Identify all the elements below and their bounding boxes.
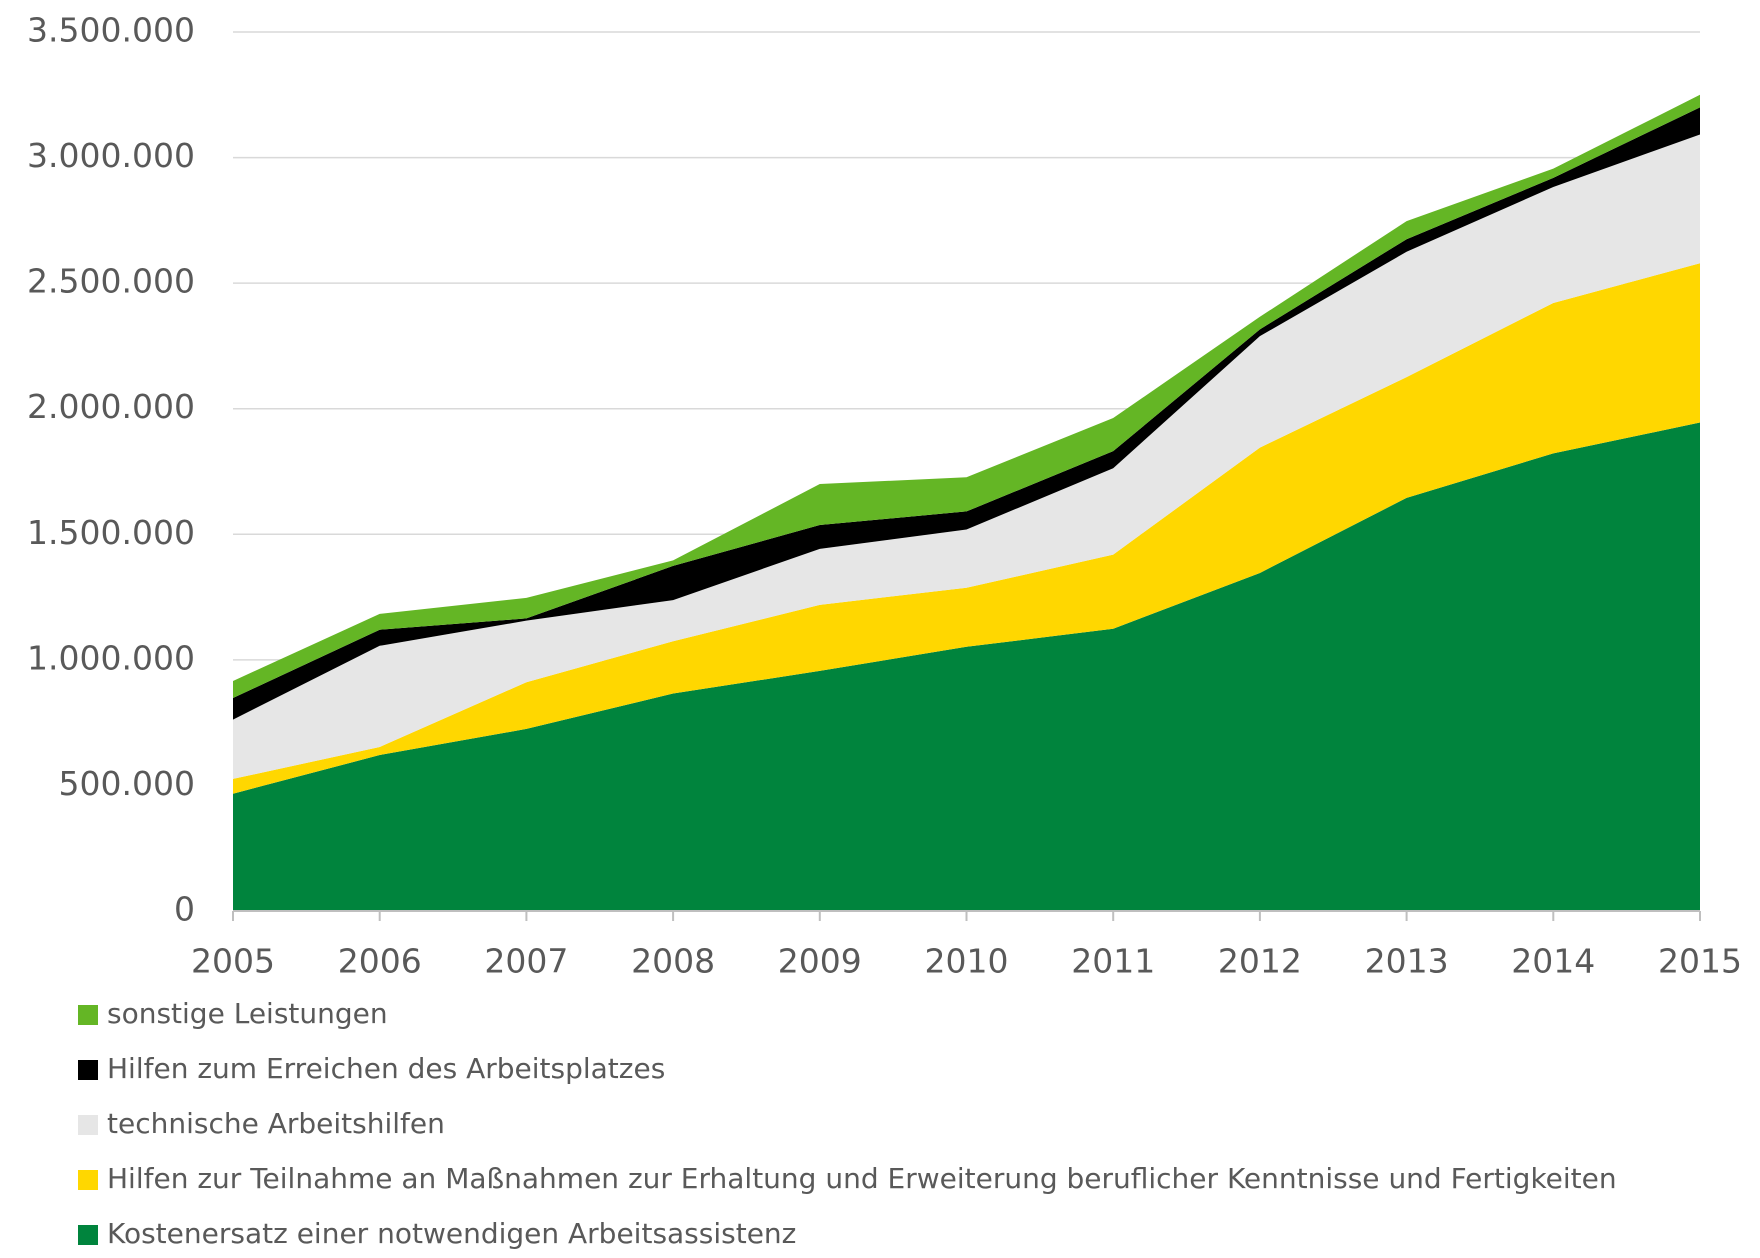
x-tick-label: 2006: [338, 942, 422, 981]
y-tick-label: 2.000.000: [27, 387, 195, 426]
legend-label: Hilfen zur Teilnahme an Maßnahmen zur Er…: [107, 1162, 1617, 1195]
legend-swatch: [78, 1005, 98, 1025]
y-tick-label: 1.000.000: [27, 638, 195, 677]
area: [233, 263, 1700, 794]
x-tick-label: 2010: [925, 942, 1009, 981]
y-tick-label: 3.500.000: [27, 11, 195, 50]
legend-swatch: [78, 1060, 98, 1080]
x-tick-label: 2014: [1511, 942, 1595, 981]
x-tick-label: 2012: [1218, 942, 1302, 981]
y-tick-label: 1.500.000: [27, 513, 195, 552]
x-tick-label: 2011: [1071, 942, 1155, 981]
x-tick-label: 2008: [631, 942, 715, 981]
x-tick-label: 2013: [1365, 942, 1449, 981]
x-tick-label: 2007: [484, 942, 568, 981]
y-tick-label: 2.500.000: [27, 262, 195, 301]
legend-label: Kostenersatz einer notwendigen Arbeitsas…: [107, 1217, 796, 1250]
y-tick-label: 500.000: [59, 764, 195, 803]
legend-swatch: [78, 1115, 98, 1135]
x-tick-label: 2015: [1658, 942, 1742, 981]
area: [233, 422, 1700, 911]
y-tick-label: 3.000.000: [27, 136, 195, 175]
legend-swatch: [78, 1225, 98, 1245]
x-tick-label: 2009: [778, 942, 862, 981]
legend-label: Hilfen zum Erreichen des Arbeitsplatzes: [107, 1052, 665, 1085]
x-tick-label: 2005: [191, 942, 275, 981]
y-tick-label: 0: [174, 890, 195, 929]
legend-label: sonstige Leistungen: [107, 997, 388, 1030]
legend-swatch: [78, 1170, 98, 1190]
area: [233, 134, 1700, 779]
legend-label: technische Arbeitshilfen: [107, 1107, 445, 1140]
